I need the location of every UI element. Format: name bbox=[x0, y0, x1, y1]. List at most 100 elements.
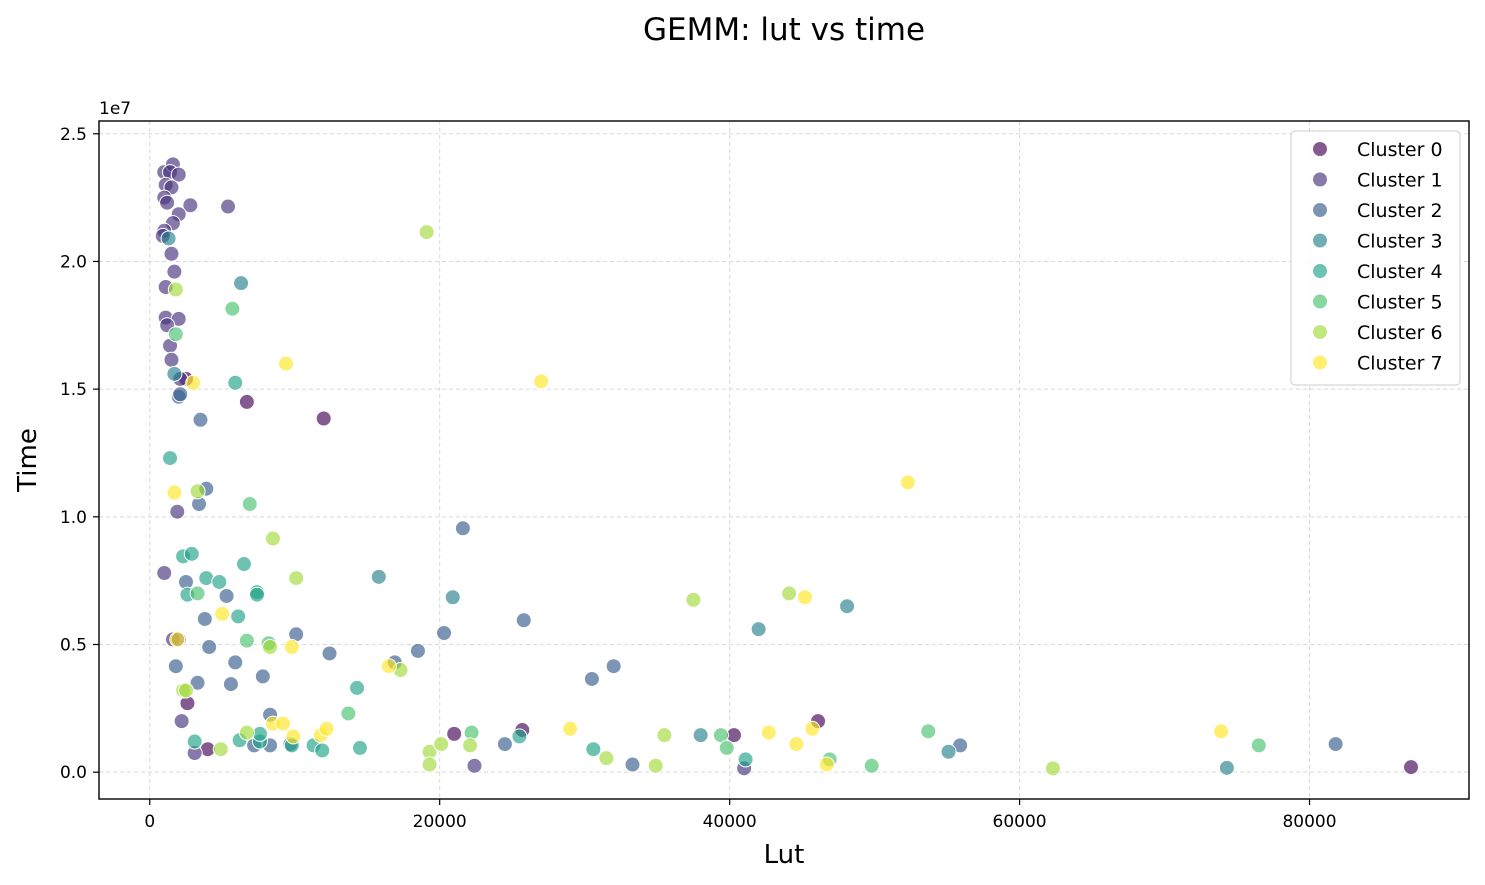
legend-label: Cluster 7 bbox=[1357, 353, 1443, 375]
data-point bbox=[418, 224, 435, 241]
data-point bbox=[169, 503, 186, 520]
data-point bbox=[940, 743, 957, 760]
data-point bbox=[318, 720, 335, 737]
data-point bbox=[238, 393, 255, 410]
data-point bbox=[583, 670, 600, 687]
y-axis-label: Time bbox=[13, 428, 43, 493]
data-point bbox=[186, 733, 203, 750]
data-point bbox=[254, 668, 271, 685]
data-point bbox=[598, 750, 615, 767]
series-cluster-5 bbox=[167, 300, 1267, 774]
legend-label: Cluster 4 bbox=[1357, 261, 1443, 283]
data-point bbox=[182, 197, 199, 214]
data-point bbox=[201, 639, 218, 656]
legend-label: Cluster 5 bbox=[1357, 292, 1443, 314]
data-point bbox=[436, 625, 453, 642]
data-point bbox=[214, 605, 231, 622]
data-point bbox=[238, 724, 255, 741]
data-point bbox=[1044, 760, 1061, 777]
data-point bbox=[804, 720, 821, 737]
data-point bbox=[288, 570, 305, 587]
data-point bbox=[285, 728, 302, 745]
data-point bbox=[230, 608, 247, 625]
data-point bbox=[172, 386, 189, 403]
legend-marker bbox=[1312, 263, 1328, 279]
data-point bbox=[562, 720, 579, 737]
data-point bbox=[314, 742, 331, 759]
x-tick-label: 80000 bbox=[1282, 812, 1336, 832]
data-point bbox=[920, 723, 937, 740]
y-tick-label: 0.0 bbox=[60, 763, 87, 783]
data-point bbox=[899, 474, 916, 491]
data-point bbox=[167, 281, 184, 298]
y-tick-label: 1.0 bbox=[60, 508, 87, 528]
data-point bbox=[605, 658, 622, 675]
data-point bbox=[515, 612, 532, 629]
data-point bbox=[647, 757, 664, 774]
data-point bbox=[212, 741, 229, 758]
data-point bbox=[349, 679, 366, 696]
data-point bbox=[192, 411, 209, 428]
y-tick-label: 2.5 bbox=[60, 125, 87, 145]
data-point bbox=[797, 589, 814, 606]
data-point bbox=[224, 300, 241, 317]
legend-label: Cluster 1 bbox=[1357, 170, 1443, 192]
data-point bbox=[839, 598, 856, 615]
data-point bbox=[177, 682, 194, 699]
data-point bbox=[788, 736, 805, 753]
data-point bbox=[409, 642, 426, 659]
data-point bbox=[156, 565, 173, 581]
data-point bbox=[241, 496, 258, 513]
data-point bbox=[351, 739, 368, 756]
data-point bbox=[718, 739, 735, 756]
data-point bbox=[737, 751, 754, 768]
legend: Cluster 0 Cluster 1 Cluster 2 Cluster 3 Clus… bbox=[1290, 130, 1461, 386]
data-point bbox=[1218, 759, 1235, 776]
data-point bbox=[211, 573, 228, 590]
data-point bbox=[275, 715, 292, 732]
legend-label: Cluster 6 bbox=[1357, 322, 1443, 344]
data-point bbox=[233, 275, 250, 292]
data-point bbox=[370, 568, 387, 585]
data-point bbox=[189, 674, 206, 691]
data-point bbox=[1327, 736, 1344, 753]
legend-marker bbox=[1312, 202, 1328, 218]
legend-box bbox=[1290, 130, 1461, 386]
legend-marker bbox=[1312, 141, 1328, 157]
data-point bbox=[421, 756, 438, 773]
data-point bbox=[685, 591, 702, 608]
data-point bbox=[1213, 723, 1230, 740]
data-point bbox=[454, 520, 471, 537]
chart-title: GEMM: lut vs time bbox=[643, 12, 925, 48]
x-axis-label: Lut bbox=[764, 840, 805, 870]
y-tick-label: 0.5 bbox=[60, 636, 87, 656]
data-point bbox=[222, 676, 239, 693]
data-point bbox=[750, 621, 767, 638]
y-offset-text: 1e7 bbox=[99, 99, 131, 119]
legend-marker bbox=[1312, 171, 1328, 188]
data-point bbox=[163, 245, 180, 262]
data-point bbox=[340, 705, 357, 722]
data-point bbox=[166, 365, 183, 382]
data-point bbox=[533, 373, 550, 390]
data-point bbox=[466, 757, 483, 774]
data-point bbox=[818, 756, 835, 773]
data-point bbox=[220, 198, 237, 215]
legend-marker bbox=[1312, 324, 1328, 340]
data-point bbox=[166, 484, 183, 501]
data-point bbox=[163, 351, 180, 368]
data-point bbox=[863, 757, 880, 774]
data-point bbox=[249, 586, 266, 603]
series-cluster-4 bbox=[162, 374, 754, 768]
data-point bbox=[238, 632, 255, 649]
legend-marker bbox=[1312, 354, 1328, 371]
data-points bbox=[154, 156, 1420, 777]
legend-label: Cluster 2 bbox=[1357, 200, 1443, 222]
legend-label: Cluster 3 bbox=[1357, 231, 1443, 253]
data-point bbox=[444, 589, 461, 606]
data-point bbox=[262, 639, 279, 656]
x-axis-ticks: 0 20000 40000 60000 80000 bbox=[144, 799, 1337, 832]
data-point bbox=[227, 374, 244, 391]
data-point bbox=[170, 166, 187, 183]
data-point bbox=[162, 450, 179, 467]
